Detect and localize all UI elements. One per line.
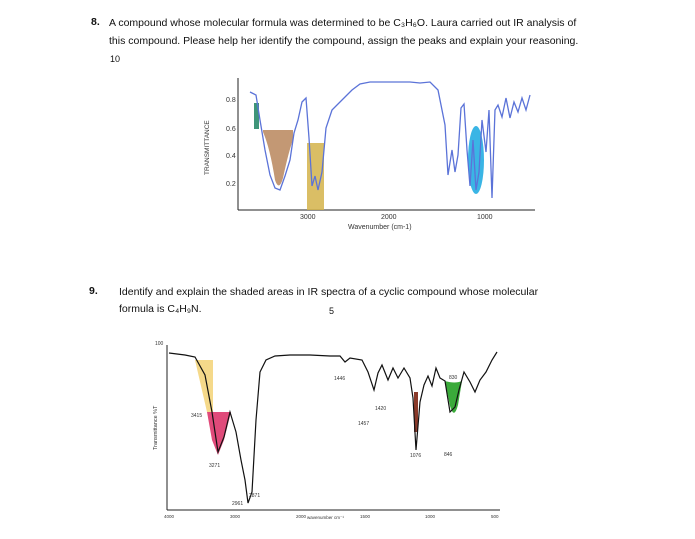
q9-dark-band (414, 392, 418, 432)
q9-peak-label-4: 3415 (191, 413, 202, 419)
q8-ytick-0: 0.8 (226, 97, 236, 104)
q8-number: 8. (91, 16, 100, 28)
q8-ytick-2: 0.4 (226, 153, 236, 160)
q8-spectrum-line (249, 81, 531, 199)
q9-peak-label-3: 1457 (358, 421, 369, 427)
q8-marks: 10 (110, 54, 121, 64)
q9-spectrum-line (168, 351, 498, 504)
q8-line1: A compound whose molecular formula was d… (109, 17, 577, 29)
q9-xtick-5: 500 (491, 514, 499, 519)
q9-xtick-1: 3000 (230, 514, 241, 519)
q8-line2: this compound. Please help her identify … (109, 35, 579, 47)
q8-xtick-2: 1000 (477, 214, 493, 221)
q9-line1: Identify and explain the shaded areas in… (119, 286, 539, 298)
q9-line2: formula is C₄H₉N. (119, 303, 202, 315)
q8-xtick-1: 2000 (381, 214, 397, 221)
q9-peak-label-5: 1076 (410, 453, 421, 459)
q9-number: 9. (89, 285, 98, 297)
q9-xtick-0: 4000 (164, 514, 175, 519)
q9-ytop-label: 100 (155, 341, 164, 347)
q9-peak-label-9: 2961 (232, 501, 243, 507)
q9-ylabel: Transmittance %T (153, 405, 159, 450)
q9-peak-label-7: 3271 (209, 463, 220, 469)
q9-xlabel: wavenumber cm⁻¹ (307, 515, 344, 520)
q8-ytick-1: 0.6 (226, 126, 236, 133)
q8-green-band (254, 103, 259, 129)
q8-xlabel: Wavenumber (cm-1) (348, 224, 412, 231)
q9-yellow-band (195, 360, 213, 412)
q9-peak-label-6: 846 (444, 452, 453, 458)
q8-brown-band (263, 130, 293, 186)
q8-ylabel: TRANSMITTANCE (204, 120, 211, 175)
q8-blue-band (468, 126, 484, 194)
q8-spectrum-chart: 0.8 0.6 0.4 0.2 TRANSMITTANCE 3000 2000 … (204, 78, 535, 231)
q9-pink-band (207, 412, 231, 455)
q8-xtick-0: 3000 (300, 214, 316, 221)
q9-peak-label-2: 1420 (375, 406, 386, 412)
q9-peak-label-8: 2871 (249, 493, 260, 499)
q8-ytick-3: 0.2 (226, 181, 236, 188)
q9-xtick-2: 2000 (296, 514, 307, 519)
q9-marks: 5 (329, 306, 335, 316)
q9-peak-label-1: 830 (449, 375, 458, 381)
q9-xtick-3: 1500 (360, 514, 371, 519)
q9-peak-label-0: 1446 (334, 376, 345, 382)
q9-green-band (445, 381, 462, 413)
q9-xtick-4: 1000 (425, 514, 436, 519)
